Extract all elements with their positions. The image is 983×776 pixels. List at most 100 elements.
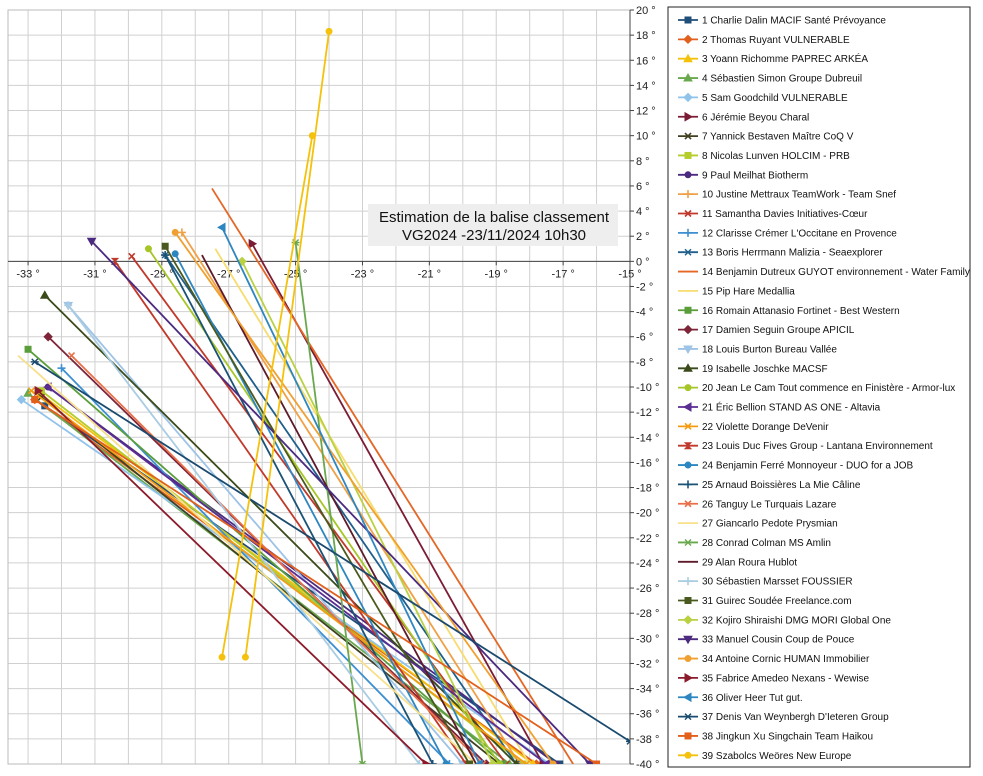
series-line <box>27 348 504 764</box>
series-marker <box>110 257 120 265</box>
legend-label: 24 Benjamin Ferré Monnoyeur - DUO for a … <box>702 461 914 472</box>
series-marker <box>684 597 692 604</box>
legend-item: 1 Charlie Dalin MACIF Santé Prévoyance <box>678 16 886 27</box>
series-marker <box>683 34 693 45</box>
series-line <box>44 294 517 764</box>
series-marker <box>39 290 50 299</box>
legend-label: 29 Alan Roura Hublot <box>702 557 797 568</box>
legend-label: 35 Fabrice Amedeo Nexans - Wewise <box>702 673 870 684</box>
series-marker <box>684 422 692 430</box>
legend-label: 16 Romain Attanasio Fortinet - Best West… <box>702 306 900 317</box>
legend-item: 28 Conrad Colman MS Amlin <box>678 538 831 549</box>
legend-label: 30 Sébastien Marsset FOUSSIER <box>702 577 853 588</box>
series-marker <box>513 758 520 764</box>
legend-label: 19 Isabelle Joschke MACSF <box>702 364 828 375</box>
series-marker <box>683 615 693 625</box>
series-marker <box>684 538 692 546</box>
legend-item: 5 Sam Goodchild VULNERABLE <box>678 92 848 104</box>
legend-label: 32 Kojiro Shiraishi DMG MORI Global One <box>702 615 891 626</box>
legend-label: 7 Yannick Bestaven Maître CoQ V <box>702 132 854 143</box>
y-tick-label: 20 ° <box>636 5 656 17</box>
y-tick-label: 14 ° <box>636 80 656 92</box>
series-line <box>201 254 477 764</box>
y-tick-label: 2 ° <box>636 231 650 243</box>
series-marker <box>361 760 366 764</box>
x-tick-label: -21 ° <box>418 268 441 280</box>
series-marker <box>34 385 44 396</box>
y-tick-label: -32 ° <box>636 658 659 670</box>
legend-label: 34 Antoine Cornic HUMAN Immobilier <box>702 654 870 665</box>
series-marker <box>684 132 692 140</box>
series-line <box>37 390 427 764</box>
series-marker <box>684 713 692 721</box>
series-marker <box>684 151 692 159</box>
series-marker <box>27 387 35 395</box>
series-marker <box>67 352 76 360</box>
series <box>43 382 550 764</box>
y-tick-label: 0 ° <box>636 256 650 268</box>
series-line <box>294 242 364 764</box>
y-tick-label: -4 ° <box>636 307 653 319</box>
legend-label: 3 Yoann Richomme PAPREC ARKÉA <box>702 52 868 65</box>
legend-label: 2 Thomas Ruyant VULNERABLE <box>702 35 850 46</box>
x-tick-label: -17 ° <box>551 268 574 280</box>
series-marker <box>530 758 536 764</box>
series <box>161 242 473 764</box>
title-background <box>368 204 618 246</box>
series-marker <box>684 732 692 740</box>
legend-item: 18 Louis Burton Bureau Vallée <box>678 344 837 355</box>
x-tick-label: -27 ° <box>217 268 240 280</box>
y-tick-label: -2 ° <box>636 281 653 293</box>
series <box>30 358 630 745</box>
series-marker <box>683 92 693 103</box>
legend-item: 22 Violette Dorange DeVenir <box>678 422 829 433</box>
y-tick-label: -24 ° <box>636 558 659 570</box>
legend-item: 10 Justine Mettraux TeamWork - Team Snef <box>678 190 896 201</box>
y-tick-label: -36 ° <box>636 709 659 721</box>
legend-item: 24 Benjamin Ferré Monnoyeur - DUO for a … <box>678 461 914 472</box>
series-layer <box>16 27 630 764</box>
series-marker <box>499 760 507 764</box>
legend-item: 16 Romain Attanasio Fortinet - Best West… <box>678 306 900 317</box>
x-tick-label: -29 ° <box>150 268 173 280</box>
series <box>31 396 601 764</box>
x-tick-label: -31 ° <box>83 268 106 280</box>
series <box>34 385 432 764</box>
series-line <box>67 304 464 764</box>
legend-item: 21 Éric Bellion STAND AS ONE - Altavia <box>678 401 881 414</box>
series-marker <box>684 461 692 469</box>
legend-item: 20 Jean Le Cam Tout commence en Finistèr… <box>678 383 955 394</box>
legend-item: 3 Yoann Richomme PAPREC ARKÉA <box>678 52 868 65</box>
series-line <box>34 398 598 764</box>
legend-label: 28 Conrad Colman MS Amlin <box>702 538 831 549</box>
series-marker <box>684 673 694 683</box>
series-line <box>131 255 507 764</box>
series-marker <box>86 237 97 247</box>
legend-item: 8 Nicolas Lunven HOLCIM - PRB <box>678 151 850 162</box>
legend-label: 4 Sébastien Simon Groupe Dubreuil <box>702 74 862 85</box>
legend-item: 33 Manuel Cousin Coup de Pouce <box>678 635 855 646</box>
legend-label: 22 Violette Dorange DeVenir <box>702 422 829 433</box>
series-marker <box>505 760 510 764</box>
series-marker <box>481 760 487 764</box>
y-tick-label: 6 ° <box>636 181 650 193</box>
legend-label: 20 Jean Le Cam Tout commence en Finistèr… <box>702 383 955 394</box>
x-tick-label: -23 ° <box>351 268 374 280</box>
series-line <box>114 260 467 764</box>
y-tick-label: 12 ° <box>636 106 656 118</box>
series-marker <box>16 394 27 405</box>
series-marker <box>358 760 364 764</box>
y-tick-label: -8 ° <box>636 357 653 369</box>
series-line <box>214 248 531 764</box>
legend-item: 6 Jérémie Beyou Charal <box>678 111 809 123</box>
series-marker <box>556 760 564 764</box>
series <box>201 254 477 764</box>
legend-label: 5 Sam Goodchild VULNERABLE <box>702 93 848 104</box>
legend-item: 2 Thomas Ruyant VULNERABLE <box>678 34 850 46</box>
series-marker <box>683 442 693 450</box>
series <box>17 354 477 764</box>
series-line <box>17 354 477 764</box>
legend-item: 26 Tanguy Le Turquais Lazare <box>678 499 837 510</box>
series-line <box>241 260 494 764</box>
y-tick-label: -18 ° <box>636 483 659 495</box>
